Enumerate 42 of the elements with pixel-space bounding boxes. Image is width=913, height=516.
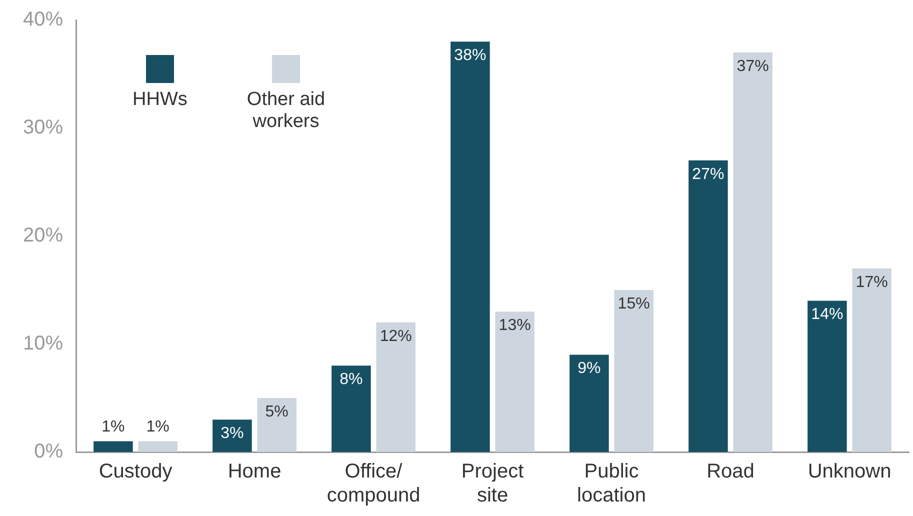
x-tick-label: Custody — [98, 460, 172, 483]
data-label: 15% — [618, 295, 650, 312]
y-tick-label: 20% — [23, 224, 64, 247]
bar — [376, 322, 416, 452]
y-tick-label: 30% — [23, 116, 64, 139]
data-label: 1% — [146, 418, 170, 436]
bar — [94, 441, 133, 452]
y-tick-label: 10% — [23, 332, 64, 355]
bar — [332, 366, 371, 452]
x-tick-label: Public location — [577, 460, 646, 507]
legend-label: HHWs — [132, 89, 188, 111]
data-label: 27% — [692, 166, 724, 183]
data-label: 9% — [578, 360, 601, 378]
data-label: 17% — [856, 274, 888, 291]
data-label: 8% — [340, 371, 363, 388]
data-label: 14% — [811, 306, 844, 324]
bar — [212, 420, 252, 452]
bar — [733, 52, 772, 452]
data-label: 12% — [380, 328, 412, 345]
data-label: 13% — [498, 317, 531, 334]
bar — [852, 268, 892, 452]
bar — [495, 312, 534, 452]
legend-label: Other aid workers — [246, 89, 326, 133]
bar — [450, 42, 490, 452]
bar — [570, 354, 609, 452]
x-tick-label: Home — [228, 460, 282, 483]
bar — [808, 300, 847, 452]
x-tick-label: Unknown — [808, 460, 892, 483]
bar — [688, 160, 728, 452]
bar — [257, 398, 296, 452]
y-tick-label: 40% — [23, 8, 64, 31]
bar — [138, 441, 178, 452]
data-label: 37% — [736, 58, 769, 75]
data-label: 1% — [102, 418, 125, 436]
x-tick-label: Road — [706, 460, 754, 483]
x-tick-label: Project site — [461, 460, 524, 507]
y-tick-label: 0% — [34, 440, 64, 463]
data-label: 5% — [265, 403, 288, 420]
data-label: 3% — [220, 425, 244, 442]
data-label: 38% — [454, 47, 486, 64]
x-tick-label: Office/ compound — [326, 460, 420, 507]
bar — [614, 290, 654, 452]
